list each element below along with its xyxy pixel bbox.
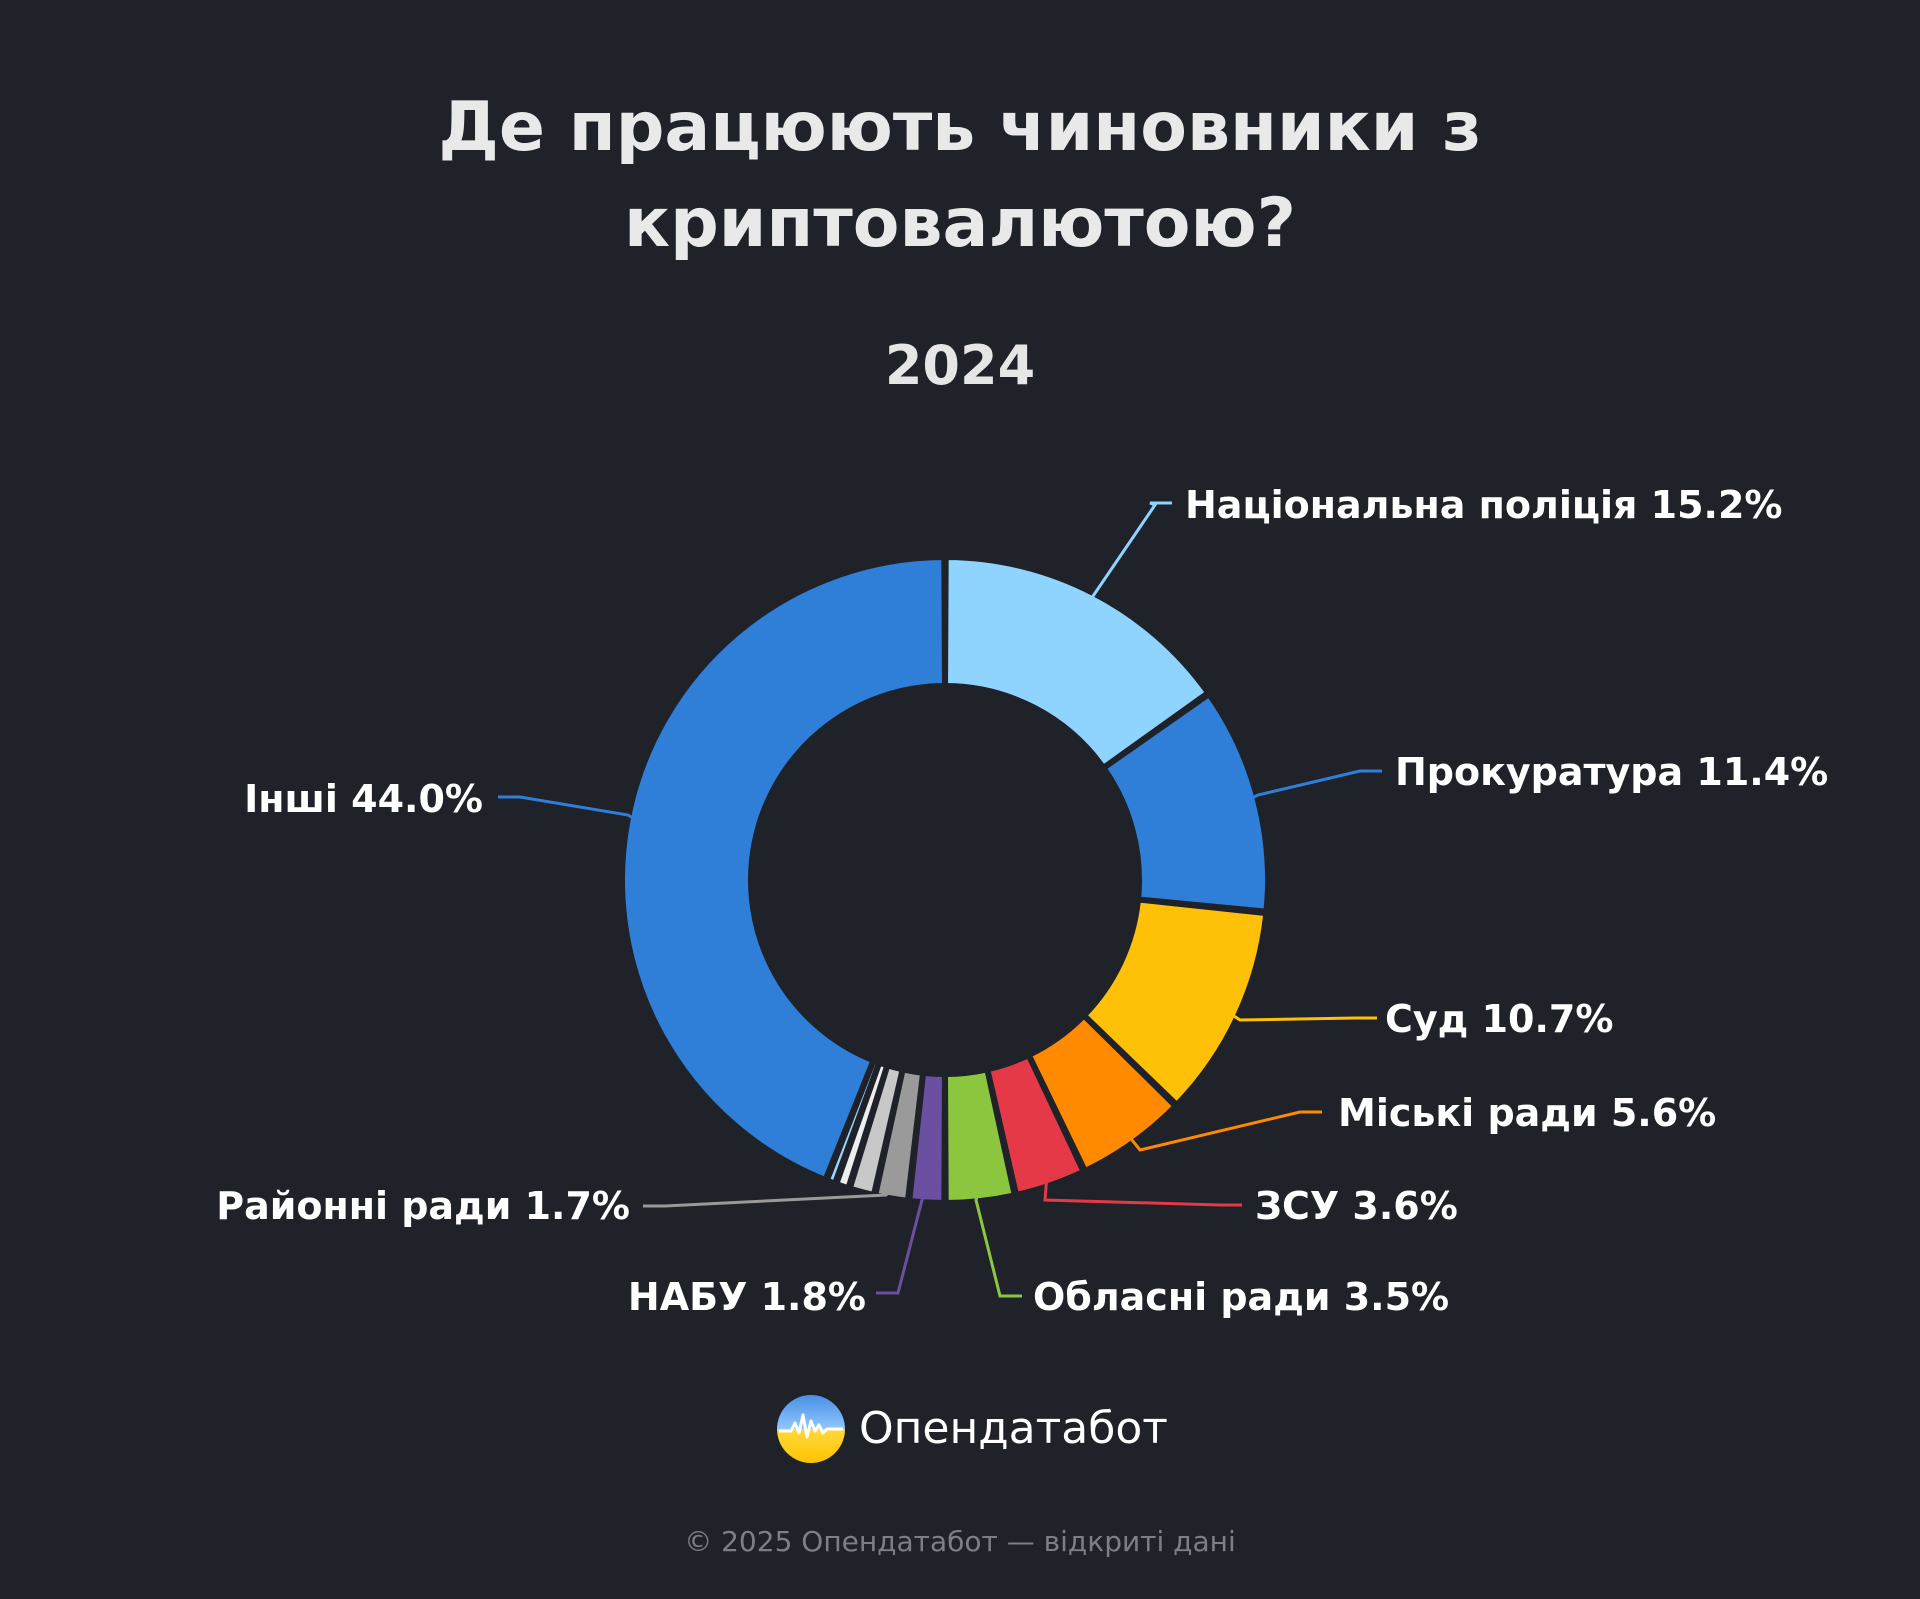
slice-label-суд-2: Суд 10.7% xyxy=(1385,997,1613,1041)
donut-slice-unlabeled-8[interactable] xyxy=(848,1064,904,1196)
slice-label-прокуратура-1: Прокуратура 11.4% xyxy=(1395,750,1828,794)
donut-slice-unlabeled-9[interactable] xyxy=(835,1061,889,1189)
donut-slice-суд-2[interactable] xyxy=(1083,898,1268,1106)
chart-title-line-2: криптовалютою? xyxy=(623,184,1297,263)
donut-slice-зсу-4[interactable] xyxy=(986,1054,1085,1196)
brand-logo-icon xyxy=(777,1395,845,1463)
slice-label-набу-6: НАБУ 1.8% xyxy=(628,1275,866,1319)
chart-subtitle: 2024 xyxy=(884,334,1036,397)
slice-label-зсу-4: ЗСУ 3.6% xyxy=(1255,1184,1458,1228)
donut-slice-районні-ради-7[interactable] xyxy=(874,1068,924,1202)
leader-line-набу-6 xyxy=(876,1190,929,1295)
donut-slice-міські-ради-3[interactable] xyxy=(1028,1014,1177,1172)
footer-copyright: © 2025 Опендатабот — відкриті дані xyxy=(684,1525,1236,1558)
leader-line-прокуратура-1 xyxy=(1246,769,1382,802)
donut-slices xyxy=(621,556,1269,1204)
slice-label-інші-11: Інші 44.0% xyxy=(244,777,483,821)
donut-slice-набу-6[interactable] xyxy=(908,1071,946,1204)
slice-label-національна-поліція-0: Національна поліція 15.2% xyxy=(1185,483,1783,527)
donut-slice-прокуратура-1[interactable] xyxy=(1102,693,1269,913)
leader-line-суд-2 xyxy=(1226,1010,1377,1022)
leader-line-зсу-4 xyxy=(1043,1174,1242,1207)
slice-label-обласні-ради-5: Обласні ради 3.5% xyxy=(1033,1275,1449,1319)
donut-slice-обласні-ради-5[interactable] xyxy=(944,1068,1016,1204)
chart-title-line-1: Де працюють чиновники з xyxy=(438,88,1482,167)
leader-line-інші-11 xyxy=(498,795,640,823)
donut-slice-інші-11[interactable] xyxy=(621,556,946,1181)
donut-slice-unlabeled-10[interactable] xyxy=(826,1059,880,1185)
brand-logo: Опендатабот xyxy=(775,1393,1168,1465)
slice-label-районні-ради-7: Районні ради 1.7% xyxy=(216,1184,630,1228)
donut-slice-національна-поліція-0[interactable] xyxy=(944,556,1209,769)
leader-line-міські-ради-3 xyxy=(1125,1110,1322,1152)
leader-line-обласні-ради-5 xyxy=(974,1189,1022,1298)
slice-label-міські-ради-3: Міські ради 5.6% xyxy=(1338,1091,1716,1135)
label-leader-lines xyxy=(498,501,1382,1298)
leader-line-національна-поліція-0 xyxy=(1087,501,1172,604)
brand-logo-text: Опендатабот xyxy=(859,1403,1168,1454)
leader-line-районні-ради-7 xyxy=(643,1186,895,1208)
slice-labels: Національна поліція 15.2% Прокуратура 11.… xyxy=(216,483,1828,1319)
chart-title: Де працюють чиновники з криптовалютою? xyxy=(0,80,1920,272)
